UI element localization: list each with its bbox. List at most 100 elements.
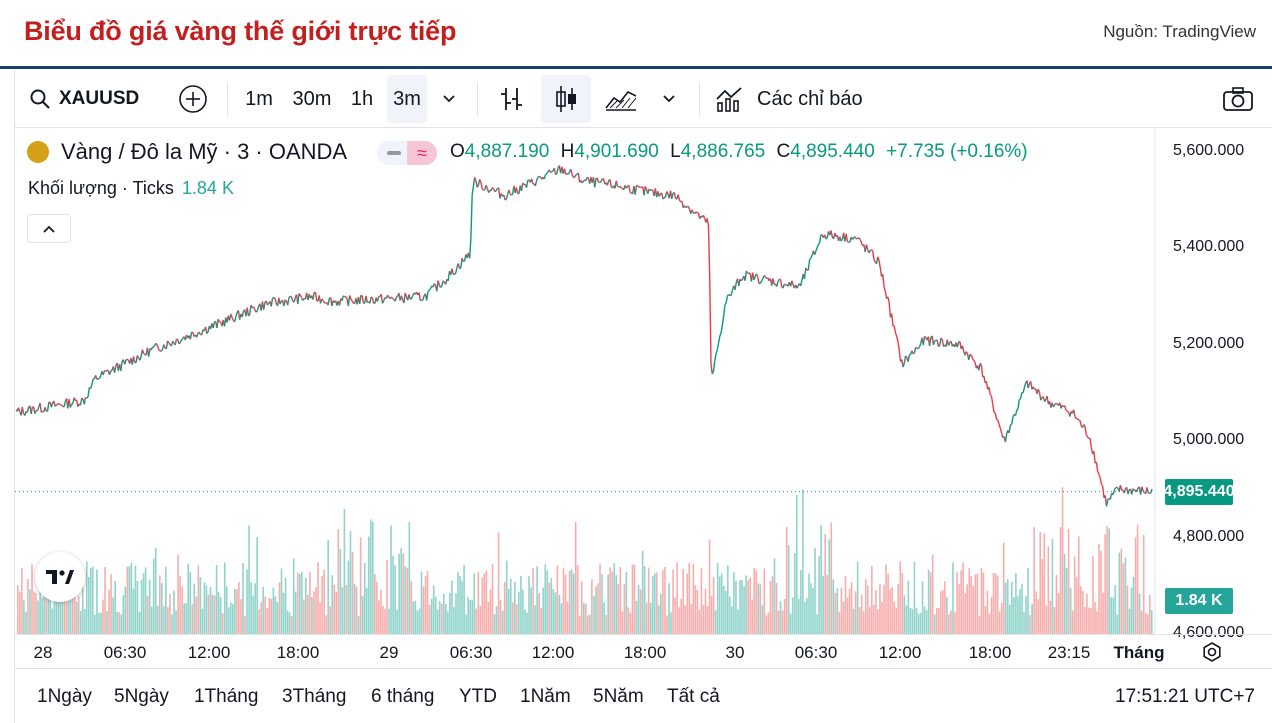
interval-30m-button[interactable]: 30m [292,87,332,110]
volume-bar [514,581,516,634]
price-segment [979,362,982,366]
volume-bar [1140,610,1143,634]
candles-style-button[interactable] [541,75,591,123]
volume-bar [1065,567,1068,634]
range-1y-button[interactable]: 1Năm [520,686,571,707]
volume-bar [866,585,869,634]
volume-bar [787,545,790,634]
volume-bar [33,591,35,634]
volume-bar [666,615,668,634]
price-chart[interactable] [15,128,1272,634]
price-segment [376,296,380,302]
volume-bar [1130,587,1133,634]
legend-toggle[interactable]: ≈ [377,141,437,165]
volume-bar [1094,602,1096,634]
volume-bar [1037,599,1039,634]
range-all-button[interactable]: Tất cả [667,686,720,707]
range-1d-button[interactable]: 1Ngày [37,686,92,707]
range-3m-button[interactable]: 3Tháng [282,686,347,707]
volume-bar [702,604,705,634]
price-segment [805,267,808,271]
price-segment [491,187,495,190]
volume-bar [595,586,597,634]
volume-bar [522,589,524,634]
area-style-button[interactable] [599,75,643,123]
volume-bar [424,575,427,634]
range-1m-button[interactable]: 1Tháng [194,686,259,707]
price-segment [1038,392,1042,401]
range-5d-button[interactable]: 5Ngày [114,686,169,707]
compare-symbol-button[interactable] [173,75,213,123]
range-5y-button[interactable]: 5Năm [593,686,644,707]
price-segment [661,192,664,200]
symbol-search-button[interactable]: XAUUSD [23,75,155,123]
volume-bar [836,588,839,634]
price-tick-label: 4,800.000 [1173,527,1245,545]
volume-bar [668,583,670,634]
price-segment [212,322,216,329]
time-axis[interactable]: 28 06:30 12:00 18:00 29 06:30 12:00 18:00 30 06:3… [15,634,1272,668]
clock[interactable]: 17:51:21 UTC+7 [1115,686,1255,707]
range-6m-button[interactable]: 6 tháng [371,686,435,707]
price-segment [662,197,665,200]
price-segment [286,297,290,306]
volume-bar [507,588,510,634]
price-segment [859,239,862,243]
price-segment [717,336,721,344]
price-segment [322,299,325,304]
volume-bar [23,600,25,634]
interval-1h-button[interactable]: 1h [350,87,374,110]
volume-label: Khối lượng · Ticks [28,178,174,198]
volume-bar [455,593,457,634]
interval-1m-button[interactable]: 1m [245,87,273,110]
price-segment [997,419,1000,425]
volume-bar [854,591,857,634]
tradingview-logo[interactable] [35,552,85,602]
price-segment [830,230,833,238]
volume-bar [818,556,820,634]
gear-icon [1203,642,1221,662]
price-segment [143,352,146,356]
volume-bar [526,612,528,634]
volume-bar [402,553,405,634]
price-segment [87,387,90,398]
bars-style-button[interactable] [489,75,533,123]
price-segment [21,406,25,414]
price-segment [1030,381,1033,390]
volume-bar [1116,614,1119,634]
volume-bar [739,580,741,634]
volume-bar [678,607,680,634]
volume-bar [434,596,437,634]
volume-bar [676,562,678,634]
volume-bar [1148,594,1151,634]
close-key: C [776,141,791,162]
interval-dropdown-button[interactable] [435,75,463,123]
time-tick-label: 18:00 [968,643,1012,662]
price-segment [55,403,59,406]
range-ytd-button[interactable]: YTD [459,686,497,707]
price-segment [873,259,876,263]
chart-style-dropdown[interactable] [655,75,683,123]
volume-bar [1075,576,1078,634]
volume-bar [211,594,214,634]
volume-bar [501,610,504,634]
screenshot-button[interactable] [1215,75,1261,123]
price-segment [865,244,869,250]
price-segment [1112,490,1115,496]
volume-bar [244,615,246,634]
interval-3m-button[interactable]: 3m [387,75,427,123]
settings-button[interactable] [1201,641,1223,668]
volume-bar [925,610,928,634]
volume-bar [871,566,873,634]
price-segment [400,295,404,301]
price-segment [956,341,960,348]
price-segment [879,267,883,277]
price-segment [370,296,373,299]
collapse-legend-button[interactable] [27,214,71,243]
price-segment [543,174,547,180]
indicators-button[interactable]: Các chỉ báo [711,75,873,123]
volume-bar [114,580,116,634]
price-segment [453,272,457,276]
volume-bar [765,615,768,634]
price-segment [1147,491,1150,495]
